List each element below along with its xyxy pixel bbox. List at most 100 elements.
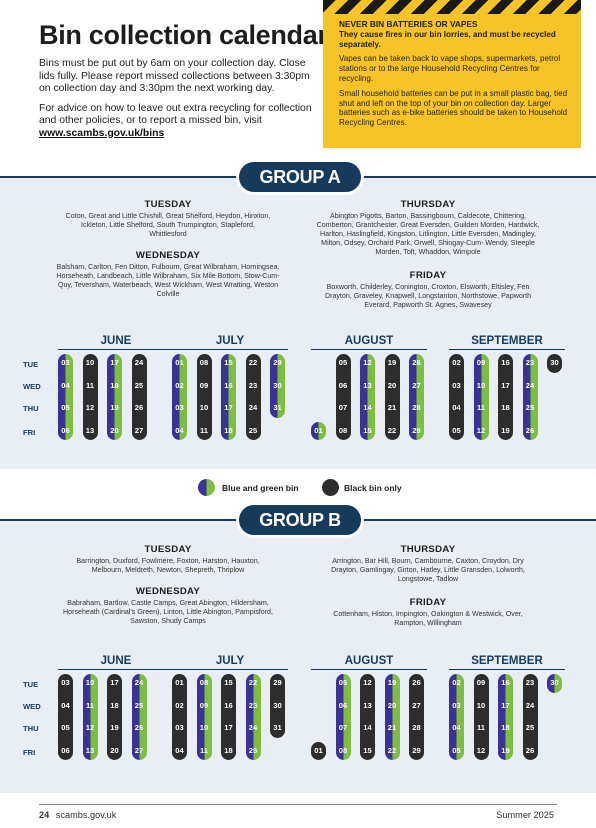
blue-green-bin-week bbox=[107, 354, 122, 440]
group-a-tuesday-heading: TUESDAY bbox=[144, 199, 192, 210]
collection-date: 25 bbox=[525, 723, 535, 732]
collection-date: 16 bbox=[501, 358, 510, 367]
group-a-thursday: THURSDAY Abington Pigotts, Barton, Bassi… bbox=[311, 200, 545, 257]
month-title: SEPTEMBER bbox=[471, 655, 543, 667]
hazard-stripe bbox=[323, 0, 581, 14]
collection-date: 26 bbox=[525, 745, 535, 755]
black-bin-week bbox=[409, 674, 424, 760]
collection-date: 13 bbox=[363, 700, 372, 710]
collection-date: 18 bbox=[501, 403, 510, 412]
collection-date: 23 bbox=[525, 678, 535, 687]
weekday-label: THU bbox=[23, 404, 39, 413]
collection-date: 30 bbox=[273, 700, 282, 710]
footer-divider bbox=[39, 804, 557, 805]
collection-date: 01 bbox=[314, 425, 323, 435]
month-title: SEPTEMBER bbox=[471, 335, 543, 347]
group-a-tuesday: TUESDAY Coton, Great and Little Chishill… bbox=[62, 200, 274, 239]
black-bin-week bbox=[172, 674, 187, 760]
group-b-thursday: THURSDAY Arrington, Bar Hill, Bourn, Cam… bbox=[324, 545, 532, 584]
collection-date: 10 bbox=[476, 700, 486, 710]
collection-date: 15 bbox=[363, 425, 372, 435]
group-b-label: GROUP B bbox=[236, 502, 364, 538]
collection-date: 14 bbox=[363, 403, 372, 412]
black-bin-week bbox=[360, 674, 375, 760]
collection-date: 12 bbox=[476, 425, 486, 435]
black-bin-week bbox=[311, 741, 326, 760]
collection-date: 12 bbox=[85, 403, 95, 412]
black-bin-swatch bbox=[322, 479, 339, 496]
month-underline bbox=[449, 349, 565, 350]
page-title: Bin collection calendar bbox=[39, 20, 328, 50]
month-title: JUNE bbox=[100, 655, 132, 667]
weekday-label: FRI bbox=[23, 428, 36, 437]
collection-date: 22 bbox=[387, 425, 397, 435]
collection-date: 25 bbox=[134, 700, 144, 710]
warning-heading: NEVER BIN BATTERIES OR VAPES bbox=[339, 19, 478, 29]
collection-date: 05 bbox=[452, 745, 461, 755]
collection-date: 08 bbox=[338, 425, 348, 435]
blue-green-bin-week bbox=[221, 354, 236, 440]
collection-date: 19 bbox=[501, 745, 510, 755]
collection-date: 06 bbox=[61, 425, 70, 435]
black-bin-week bbox=[522, 674, 538, 760]
battery-warning-box: NEVER BIN BATTERIES OR VAPES They cause … bbox=[323, 0, 581, 148]
collection-date: 19 bbox=[501, 425, 510, 435]
collection-date: 02 bbox=[452, 678, 461, 687]
weekday-label: THU bbox=[23, 724, 39, 733]
collection-date: 10 bbox=[476, 380, 486, 390]
intro-paragraph-2-text: For advice on how to leave out extra rec… bbox=[39, 102, 312, 127]
collection-date: 01 bbox=[314, 745, 323, 755]
collection-date: 22 bbox=[248, 358, 258, 367]
group-b-wednesday-places: Babraham, Bartlow, Castle Camps, Great A… bbox=[63, 599, 273, 625]
collection-date: 07 bbox=[338, 723, 348, 732]
collection-date: 03 bbox=[452, 380, 461, 390]
collection-date: 21 bbox=[387, 723, 397, 732]
group-a-wednesday-heading: WEDNESDAY bbox=[135, 250, 201, 261]
collection-date: 03 bbox=[175, 403, 184, 412]
collection-date: 18 bbox=[110, 700, 119, 710]
group-a-wednesday-places: Balsham, Carlton, Fen Ditton, Fulbourn, … bbox=[56, 263, 280, 298]
blue-green-bin-week bbox=[384, 674, 400, 760]
collection-date: 31 bbox=[273, 403, 282, 412]
blue-green-bin-week bbox=[58, 354, 73, 440]
month-title: JUNE bbox=[100, 335, 132, 347]
month-title: JULY bbox=[215, 655, 245, 667]
group-b-wednesday-heading: WEDNESDAY bbox=[135, 586, 201, 597]
warning-paragraph-batteries: Small household batteries can be put in … bbox=[339, 88, 568, 128]
collection-date: 12 bbox=[476, 745, 486, 755]
group-b-tuesday: TUESDAY Barrington, Duxford, Fowlmere, F… bbox=[62, 545, 274, 575]
collection-date: 23 bbox=[525, 358, 535, 367]
collection-date: 22 bbox=[248, 678, 258, 687]
collection-date: 10 bbox=[85, 358, 95, 367]
collection-date: 25 bbox=[248, 745, 258, 755]
blue-green-bin-week bbox=[473, 354, 489, 440]
collection-date: 09 bbox=[476, 358, 486, 367]
blue-green-bin-week bbox=[522, 354, 538, 440]
black-bin-week bbox=[498, 354, 513, 440]
warning-subheading: They cause fires in our bin lorries, and… bbox=[339, 29, 556, 49]
month-title: AUGUST bbox=[344, 335, 394, 347]
collection-date: 01 bbox=[175, 678, 184, 687]
collection-date: 27 bbox=[134, 425, 144, 435]
collection-date: 30 bbox=[550, 678, 559, 687]
collection-date: 11 bbox=[85, 380, 95, 390]
collection-date: 20 bbox=[110, 425, 119, 435]
collection-date: 20 bbox=[110, 745, 119, 755]
blue-green-bin-swatch bbox=[198, 479, 215, 496]
collection-date: 22 bbox=[387, 745, 397, 755]
collection-date: 13 bbox=[85, 745, 95, 755]
collection-date: 03 bbox=[175, 723, 184, 732]
collection-date: 03 bbox=[452, 700, 461, 710]
collection-date: 04 bbox=[61, 380, 70, 390]
black-bin-week bbox=[449, 354, 464, 440]
collection-date: 29 bbox=[273, 358, 282, 367]
collection-date: 19 bbox=[110, 723, 119, 732]
bins-link[interactable]: www.scambs.gov.uk/bins bbox=[39, 127, 165, 139]
collection-date: 28 bbox=[412, 403, 421, 412]
black-bin-week bbox=[335, 354, 351, 440]
collection-date: 03 bbox=[61, 358, 70, 367]
collection-date: 21 bbox=[387, 403, 397, 412]
black-bin-week bbox=[245, 354, 261, 440]
collection-date: 16 bbox=[224, 380, 233, 390]
collection-date: 05 bbox=[452, 425, 461, 435]
